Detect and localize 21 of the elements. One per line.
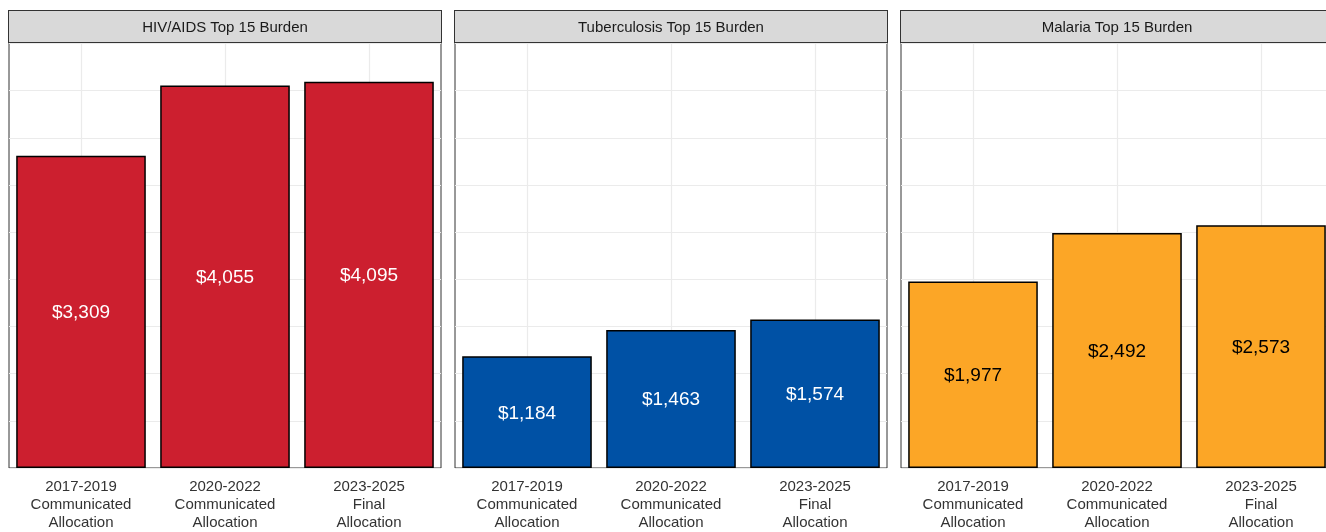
data-label: $3,309 [51,301,111,323]
data-label: $1,977 [943,364,1003,386]
data-label: $1,463 [641,388,701,410]
chart-title: HIV/AIDS Top 15 Burden [8,10,442,43]
data-label: $2,492 [1087,339,1147,361]
x-tick-label: 2023-2025 Final Allocation [779,476,851,530]
x-tick-label: 2017-2019 Communicated Allocation [476,476,578,530]
data-label: $4,095 [339,264,399,286]
x-tick-label: 2020-2022 Communicated Allocation [1066,476,1168,530]
x-tick-label: 2023-2025 Final Allocation [1225,476,1297,530]
x-tick-label: 2017-2019 Communicated Allocation [30,476,132,530]
data-label: $1,574 [785,383,845,405]
x-tick-label: 2020-2022 Communicated Allocation [174,476,276,530]
x-tick-label: 2020-2022 Communicated Allocation [620,476,722,530]
data-label: $4,055 [195,266,255,288]
data-label: $2,573 [1231,336,1291,358]
chart-title: Tuberculosis Top 15 Burden [454,10,888,43]
x-tick-label: 2023-2025 Final Allocation [333,476,405,530]
chart-title: Malaria Top 15 Burden [900,10,1326,43]
data-label: $1,184 [497,401,557,423]
x-tick-label: 2017-2019 Communicated Allocation [922,476,1024,530]
